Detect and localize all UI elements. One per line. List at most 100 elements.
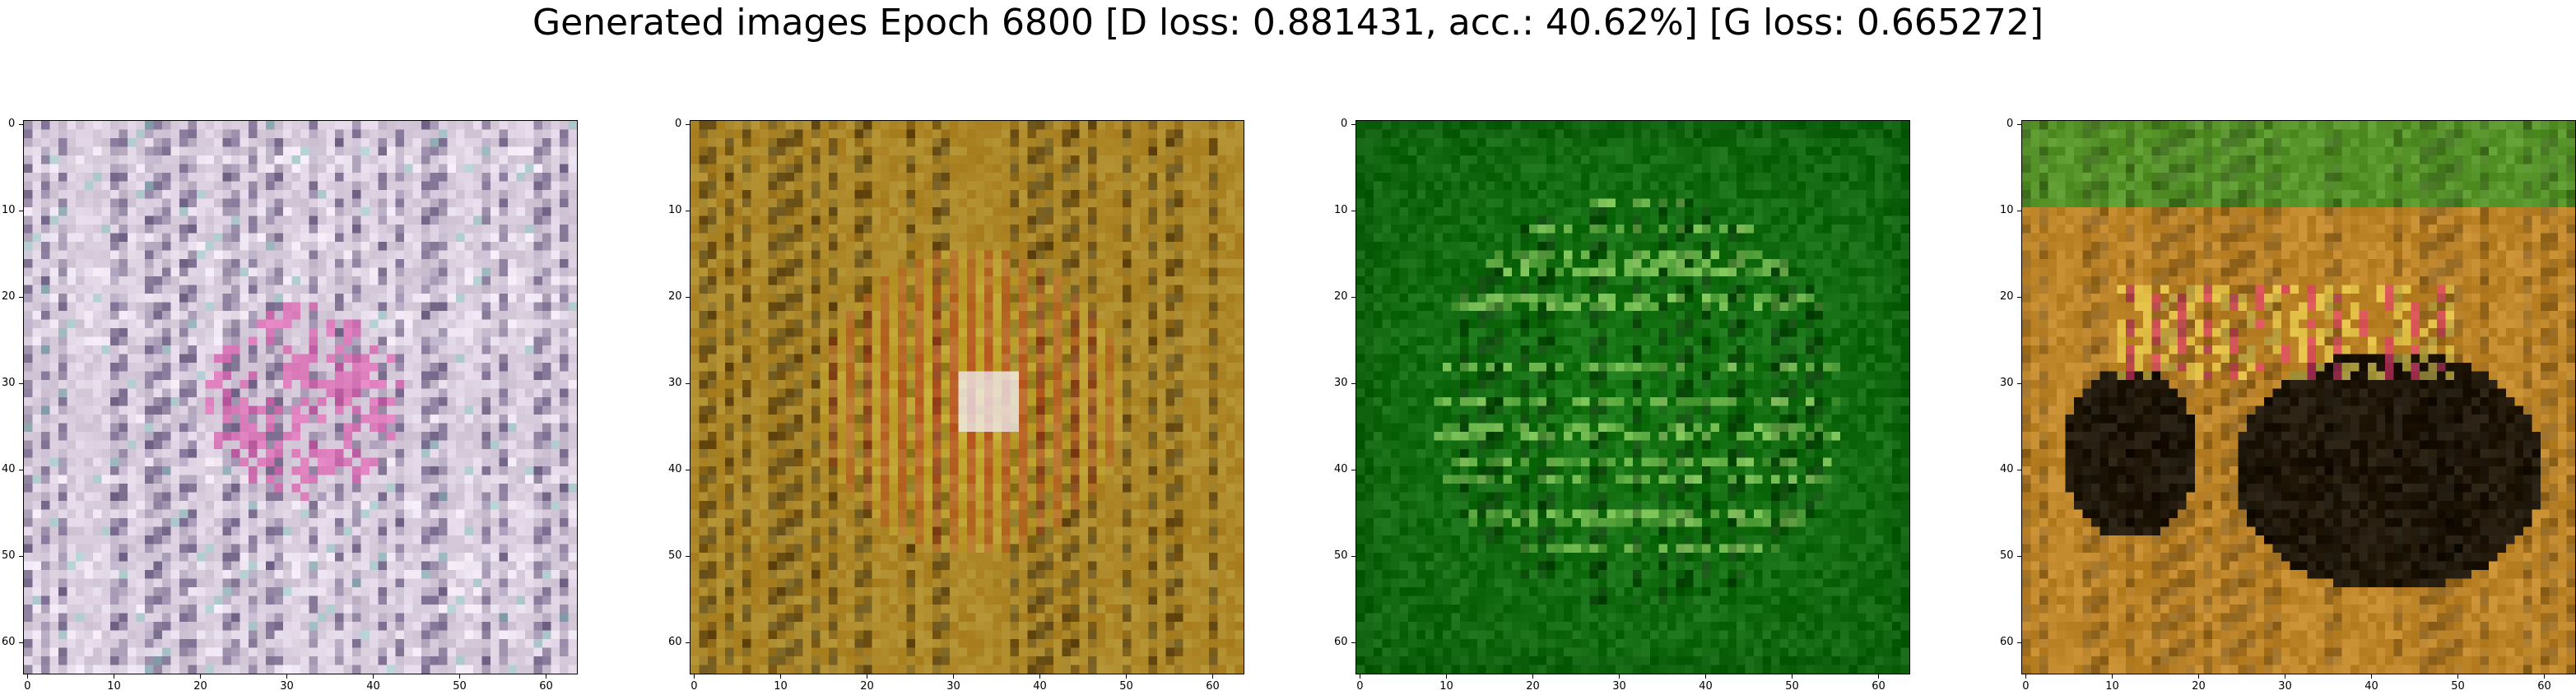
y-tick-mark (1351, 642, 1355, 644)
x-tick-label: 40 (2364, 680, 2378, 693)
x-tick-mark (780, 674, 782, 679)
y-tick-label: 10 (1334, 204, 1348, 217)
y-tick-label: 30 (668, 377, 682, 390)
x-tick-label: 10 (1439, 680, 1453, 693)
x-tick-label: 20 (193, 680, 207, 693)
x-tick-label: 30 (1612, 680, 1626, 693)
y-tick-label: 50 (668, 549, 682, 563)
y-tick-label: 10 (668, 204, 682, 217)
x-tick-mark (1705, 674, 1707, 679)
y-tick-label: 0 (8, 118, 16, 131)
x-tick-mark (200, 674, 202, 679)
x-tick-mark (2457, 674, 2459, 679)
x-tick-mark (1039, 674, 1041, 679)
y-tick-mark (686, 124, 690, 126)
x-tick-mark (1126, 674, 1128, 679)
y-tick-label: 30 (1334, 377, 1348, 390)
y-tick-label: 0 (1341, 118, 1348, 131)
x-tick-label: 40 (366, 680, 380, 693)
x-tick-label: 10 (2105, 680, 2119, 693)
y-tick-label: 0 (2006, 118, 2014, 131)
y-tick-mark (19, 642, 23, 644)
x-tick-label: 60 (539, 680, 553, 693)
x-tick-mark (694, 674, 695, 679)
x-tick-label: 60 (1206, 680, 1220, 693)
x-tick-label: 20 (860, 680, 874, 693)
y-tick-mark (2017, 297, 2021, 299)
y-tick-label: 30 (2, 377, 16, 390)
y-tick-mark (2017, 383, 2021, 385)
y-tick-label: 10 (2000, 204, 2014, 217)
x-tick-label: 10 (107, 680, 121, 693)
y-tick-label: 50 (1334, 549, 1348, 563)
x-tick-mark (459, 674, 461, 679)
x-tick-mark (2112, 674, 2113, 679)
x-tick-label: 0 (24, 680, 31, 693)
y-tick-label: 10 (2, 204, 16, 217)
x-tick-label: 30 (2278, 680, 2292, 693)
x-tick-label: 20 (2192, 680, 2206, 693)
y-tick-mark (686, 297, 690, 299)
x-tick-label: 0 (2022, 680, 2030, 693)
image-panel-1: 0 10 20 30 40 50 60 0 10 20 30 40 50 60 (2, 118, 578, 692)
x-tick-mark (953, 674, 955, 679)
y-tick-mark (686, 642, 690, 644)
y-tick-label: 0 (675, 118, 682, 131)
x-tick-label: 60 (2537, 680, 2551, 693)
y-tick-label: 40 (668, 463, 682, 476)
y-tick-label: 20 (668, 290, 682, 303)
y-tick-mark (2017, 642, 2021, 644)
x-tick-label: 40 (1033, 680, 1047, 693)
x-tick-mark (2025, 674, 2027, 679)
y-tick-mark (19, 297, 23, 299)
x-tick-label: 50 (2451, 680, 2465, 693)
y-tick-label: 60 (668, 636, 682, 649)
y-tick-mark (2017, 124, 2021, 126)
y-tick-label: 30 (2000, 377, 2014, 390)
x-tick-label: 50 (453, 680, 467, 693)
x-tick-label: 10 (774, 680, 788, 693)
x-tick-mark (1878, 674, 1880, 679)
x-tick-label: 50 (1119, 680, 1133, 693)
y-tick-mark (686, 556, 690, 558)
x-tick-mark (373, 674, 374, 679)
y-tick-mark (1351, 124, 1355, 126)
x-tick-mark (2544, 674, 2546, 679)
y-tick-label: 50 (2000, 549, 2014, 563)
y-tick-label: 40 (2000, 463, 2014, 476)
y-tick-label: 50 (2, 549, 16, 563)
y-tick-label: 60 (2, 636, 16, 649)
y-tick-mark (19, 556, 23, 558)
generated-image-1 (23, 120, 578, 674)
generated-image-2 (690, 120, 1244, 674)
image-panel-3: 0 10 20 30 40 50 60 0 10 20 30 40 50 60 (1334, 118, 1910, 692)
y-tick-mark (686, 383, 690, 385)
x-tick-mark (27, 674, 29, 679)
x-tick-mark (1532, 674, 1534, 679)
x-tick-mark (2371, 674, 2373, 679)
x-tick-label: 0 (690, 680, 698, 693)
y-tick-mark (1351, 297, 1355, 299)
x-tick-label: 30 (280, 680, 294, 693)
generated-image-4 (2021, 120, 2576, 674)
x-tick-label: 20 (1526, 680, 1540, 693)
x-tick-label: 50 (1785, 680, 1799, 693)
x-tick-label: 30 (946, 680, 960, 693)
x-tick-mark (1792, 674, 1793, 679)
x-tick-mark (1212, 674, 1214, 679)
x-tick-mark (1619, 674, 1620, 679)
y-tick-mark (19, 383, 23, 385)
y-tick-label: 60 (1334, 636, 1348, 649)
y-tick-mark (19, 124, 23, 126)
x-tick-label: 40 (1699, 680, 1713, 693)
x-tick-mark (1446, 674, 1448, 679)
generated-image-3 (1355, 120, 1910, 674)
y-tick-label: 20 (2000, 290, 2014, 303)
y-tick-label: 20 (2, 290, 16, 303)
x-tick-mark (2198, 674, 2200, 679)
y-tick-mark (2017, 556, 2021, 558)
x-tick-label: 0 (1356, 680, 1364, 693)
x-tick-mark (286, 674, 288, 679)
y-tick-label: 40 (2, 463, 16, 476)
